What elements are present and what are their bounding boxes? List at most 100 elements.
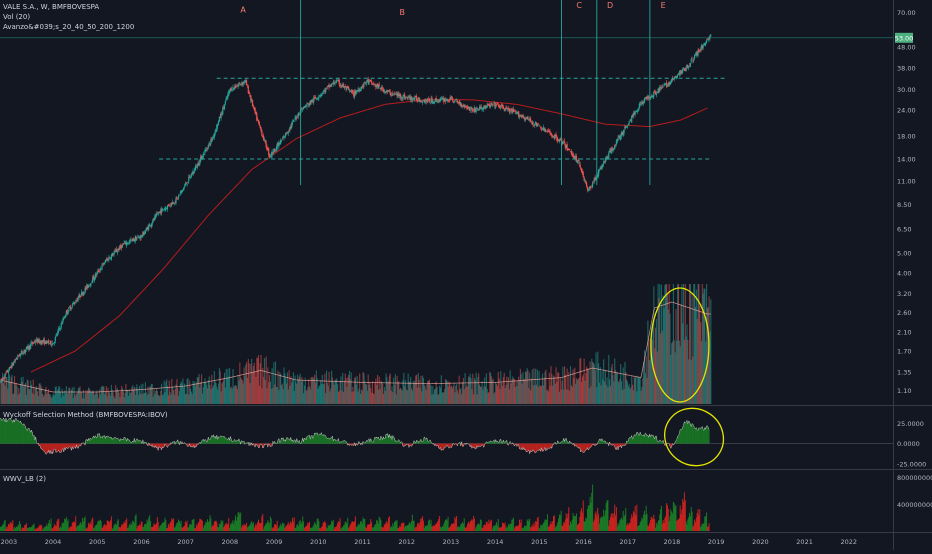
wwv-bar — [92, 517, 93, 531]
wyckoff-panel-title[interactable]: Wyckoff Selection Method (BMFBOVESPA:IBO… — [3, 411, 168, 420]
wyckoff-bar — [533, 444, 534, 451]
wwv-bar — [680, 505, 681, 531]
price-axis-tick: 1.10 — [897, 387, 911, 395]
candle-body — [294, 121, 295, 122]
wyckoff-bar — [92, 438, 93, 444]
wwv-bar — [706, 512, 707, 531]
candle-body — [506, 108, 507, 109]
wwv-bar — [156, 523, 157, 531]
wyckoff-bar — [68, 444, 69, 447]
wwv-bar — [259, 523, 260, 531]
wyckoff-bar — [11, 420, 12, 444]
wwv-bar — [397, 528, 398, 531]
candle-body — [454, 100, 455, 102]
wwv-bar — [549, 526, 550, 531]
wwv-bar — [615, 515, 616, 531]
wwv-bar — [323, 523, 324, 531]
wwv-bar — [80, 522, 81, 531]
candle-body — [270, 156, 271, 157]
wwv-bar — [253, 522, 254, 531]
wwv-bar — [312, 527, 313, 531]
candle-body — [301, 108, 302, 110]
candle-body — [72, 305, 73, 307]
wwv-bar — [458, 526, 459, 531]
wyckoff-bar — [3, 418, 4, 444]
wwv-bar — [317, 519, 318, 531]
wyckoff-axis-tick: -25.0000 — [897, 460, 926, 468]
wyckoff-bar — [704, 428, 705, 444]
wwv-bar — [543, 523, 544, 531]
candle-body — [298, 113, 299, 117]
wyckoff-bar — [91, 439, 92, 444]
wwv-bar — [448, 528, 449, 531]
wyckoff-bar — [527, 444, 528, 451]
wwv-bar — [121, 524, 122, 531]
wwv-bar — [62, 522, 63, 531]
wwv-bar — [472, 520, 473, 531]
wwv-bar — [420, 522, 421, 531]
wwv-bar — [248, 527, 249, 531]
candle-body — [268, 148, 269, 154]
wwv-bar — [237, 517, 238, 531]
wwv-bar — [577, 525, 578, 531]
wyckoff-bar — [643, 435, 644, 444]
wwv-bar — [350, 525, 351, 531]
wwv-bar — [196, 525, 197, 531]
wyckoff-bar — [91, 439, 92, 443]
wyckoff-bar — [375, 438, 376, 443]
wyckoff-bar — [220, 436, 221, 443]
wyckoff-bar — [421, 442, 422, 444]
wwv-bar — [630, 523, 631, 531]
candle-body — [379, 84, 380, 86]
wwv-bar — [361, 521, 362, 531]
wwv-bar — [30, 527, 31, 531]
wyckoff-bar — [326, 438, 327, 444]
wwv-bar — [42, 529, 43, 531]
wyckoff-bar — [98, 434, 99, 443]
wwv-bar — [16, 526, 17, 531]
wwv-bar — [64, 519, 65, 531]
wwv-bar — [10, 523, 11, 531]
candle-body — [246, 80, 247, 85]
wwv-bar — [69, 527, 70, 531]
wwv-bar — [108, 521, 109, 531]
wwv-bar — [461, 524, 462, 531]
wwv-bar — [245, 525, 246, 531]
wwv-axis-tick: 4000000000.0000 — [897, 501, 932, 509]
wyckoff-bar — [195, 444, 196, 447]
wyckoff-bar — [550, 444, 551, 447]
wwv-bar — [630, 518, 631, 531]
wwv-bar — [522, 529, 523, 531]
candle-body — [693, 59, 694, 60]
wwv-bar — [481, 520, 482, 531]
wyckoff-bar — [385, 438, 386, 443]
candle-body — [113, 253, 114, 255]
wwv-bar — [459, 527, 460, 531]
volume-indicator-label[interactable]: Vol (20) — [3, 13, 30, 22]
candle-body — [48, 340, 49, 343]
wyckoff-bar — [7, 420, 8, 443]
wwv-bar — [180, 523, 181, 531]
wyckoff-bar — [698, 430, 699, 443]
wyckoff-bar — [343, 441, 344, 444]
wwv-bar — [161, 524, 162, 531]
candle-body — [16, 358, 17, 359]
wwv-bar — [403, 523, 404, 531]
ma-indicator-label[interactable]: Avanzo&#039;s_20_40_50_200_1200 — [3, 23, 134, 32]
wwv-bar — [48, 523, 49, 531]
wwv-bar — [616, 507, 617, 531]
wwv-bar — [342, 527, 343, 531]
wwv-bar — [389, 516, 390, 531]
wwv-bar — [527, 519, 528, 531]
candle-body — [578, 160, 579, 161]
candle-body — [227, 94, 228, 98]
wwv-bar — [365, 527, 366, 531]
candle-body — [193, 172, 194, 173]
wyckoff-bar — [679, 434, 680, 444]
wwv-bar — [366, 528, 367, 531]
wwv-bar — [330, 524, 331, 531]
wwv-bar — [506, 527, 507, 531]
wwv-bar — [49, 520, 50, 531]
candle-body — [252, 100, 253, 106]
wwv-panel-title[interactable]: WWV_LB (2) — [3, 475, 46, 484]
